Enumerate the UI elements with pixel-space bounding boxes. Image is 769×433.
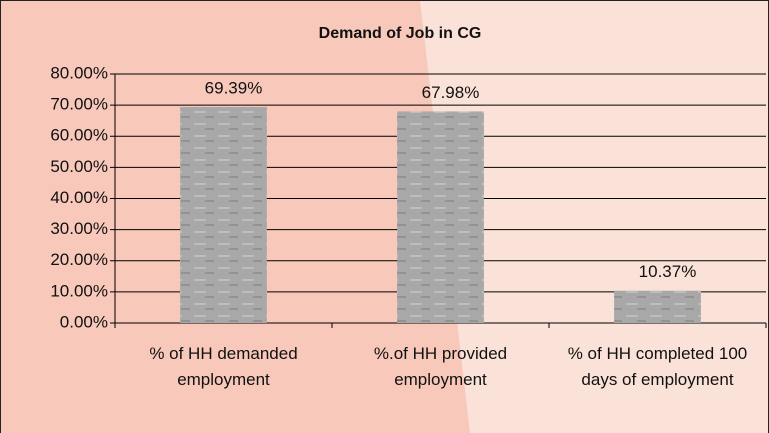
- y-tick-label: 10.00%: [50, 281, 108, 300]
- y-tick-label: 50.00%: [50, 157, 108, 176]
- y-tick-label: 0.00%: [60, 312, 108, 331]
- y-tick-label: 20.00%: [50, 250, 108, 269]
- y-tick-label: 60.00%: [50, 126, 108, 145]
- bar: [180, 107, 267, 324]
- y-tick-label: 30.00%: [50, 219, 108, 238]
- value-label: 10.37%: [639, 262, 697, 281]
- y-tick-label: 40.00%: [50, 188, 108, 207]
- value-label: 69.39%: [205, 79, 263, 98]
- bar: [614, 290, 701, 323]
- bar: [397, 111, 484, 323]
- value-label: 67.98%: [422, 83, 480, 102]
- chart-title: Demand of Job in CG: [319, 25, 482, 42]
- y-tick-label: 70.00%: [50, 95, 108, 114]
- y-tick-label: 80.00%: [50, 63, 108, 82]
- x-tick-label: % of HH completed 100 days of employment: [567, 344, 748, 389]
- x-tick-label: %.of HH provided employment: [373, 344, 508, 389]
- x-tick-label: % of HH demanded employment: [149, 344, 298, 389]
